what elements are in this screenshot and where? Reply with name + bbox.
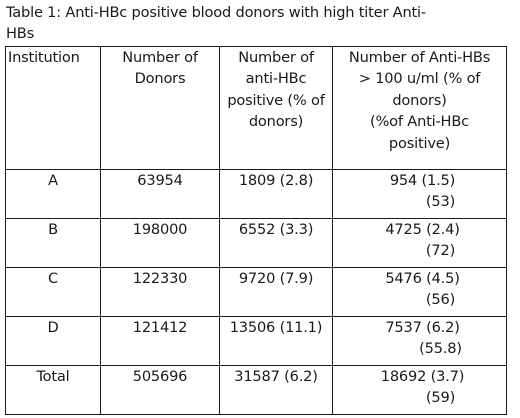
header-anti-hbc-line-1: Number of: [238, 49, 314, 66]
header-anti-hbc-line-2: anti-HBc: [245, 70, 307, 88]
cell-anti-hbc: 31587 (6.2): [219, 365, 333, 415]
table-caption: Table 1: Anti-HBc positive blood donors …: [6, 2, 506, 44]
cell-anti-hbs: 4725 (2.4) (72): [332, 218, 507, 268]
header-anti-hbc-line-3: positive (% of: [227, 91, 325, 109]
cell-anti-hbs-count: 7537 (6.2): [385, 319, 460, 336]
cell-anti-hbs-pct: (55.8): [419, 340, 462, 358]
cell-donors: 198000: [100, 218, 220, 268]
cell-anti-hbs-count: 4725 (2.4): [385, 221, 460, 238]
cell-anti-hbc: 1809 (2.8): [219, 169, 333, 219]
header-row: Institution Number of Donors Number of a…: [5, 46, 507, 170]
cell-institution: C: [5, 267, 101, 317]
cell-anti-hbs-count: 954 (1.5): [389, 172, 456, 189]
caption-line-1: Table 1: Anti-HBc positive blood donors …: [6, 4, 426, 21]
header-anti-hbc: Number of anti-HBc positive (% of donors…: [219, 46, 333, 170]
cell-anti-hbs-pct: (72): [425, 242, 456, 260]
header-donors-line-2: Donors: [134, 70, 186, 88]
cell-anti-hbs: 5476 (4.5) (56): [332, 267, 507, 317]
table-row: D 121412 13506 (11.1) 7537 (6.2) (55.8): [5, 316, 507, 366]
cell-institution: D: [5, 316, 101, 366]
header-anti-hbs-line-3: donors): [392, 91, 447, 109]
cell-institution: Total: [5, 365, 101, 415]
cell-anti-hbs: 954 (1.5) (53): [332, 169, 507, 219]
cell-anti-hbs-count: 5476 (4.5): [385, 270, 460, 287]
header-donors: Number of Donors: [100, 46, 220, 170]
header-donors-line-1: Number of: [122, 49, 198, 66]
cell-anti-hbc: 9720 (7.9): [219, 267, 333, 317]
header-anti-hbs-line-4: (%of Anti-HBc: [370, 113, 469, 131]
cell-donors: 121412: [100, 316, 220, 366]
table-row-total: Total 505696 31587 (6.2) 18692 (3.7) (59…: [5, 365, 507, 415]
caption-line-2: HBs: [6, 25, 34, 42]
cell-donors: 505696: [100, 365, 220, 415]
header-anti-hbs-line-5: positive): [388, 134, 451, 152]
cell-anti-hbs-count: 18692 (3.7): [380, 368, 465, 385]
header-anti-hbs-line-2: > 100 u/ml (% of: [358, 70, 481, 88]
cell-institution: B: [5, 218, 101, 268]
cell-anti-hbs: 7537 (6.2) (55.8): [332, 316, 507, 366]
cell-anti-hbs-pct: (56): [425, 291, 456, 309]
header-institution: Institution: [5, 46, 101, 170]
cell-anti-hbs-pct: (53): [425, 193, 456, 211]
cell-institution: A: [5, 169, 101, 219]
cell-donors: 122330: [100, 267, 220, 317]
donor-table: Institution Number of Donors Number of a…: [5, 46, 507, 415]
header-institution-label: Institution: [8, 49, 80, 66]
cell-anti-hbs-pct: (59): [425, 389, 456, 407]
table-row: C 122330 9720 (7.9) 5476 (4.5) (56): [5, 267, 507, 317]
cell-anti-hbs: 18692 (3.7) (59): [332, 365, 507, 415]
table-row: A 63954 1809 (2.8) 954 (1.5) (53): [5, 169, 507, 219]
header-anti-hbc-line-4: donors): [248, 113, 304, 131]
table-row: B 198000 6552 (3.3) 4725 (2.4) (72): [5, 218, 507, 268]
cell-donors: 63954: [100, 169, 220, 219]
cell-anti-hbc: 6552 (3.3): [219, 218, 333, 268]
header-anti-hbs-line-1: Number of Anti-HBs: [348, 49, 491, 66]
cell-anti-hbc: 13506 (11.1): [219, 316, 333, 366]
header-anti-hbs: Number of Anti-HBs > 100 u/ml (% of dono…: [332, 46, 507, 170]
